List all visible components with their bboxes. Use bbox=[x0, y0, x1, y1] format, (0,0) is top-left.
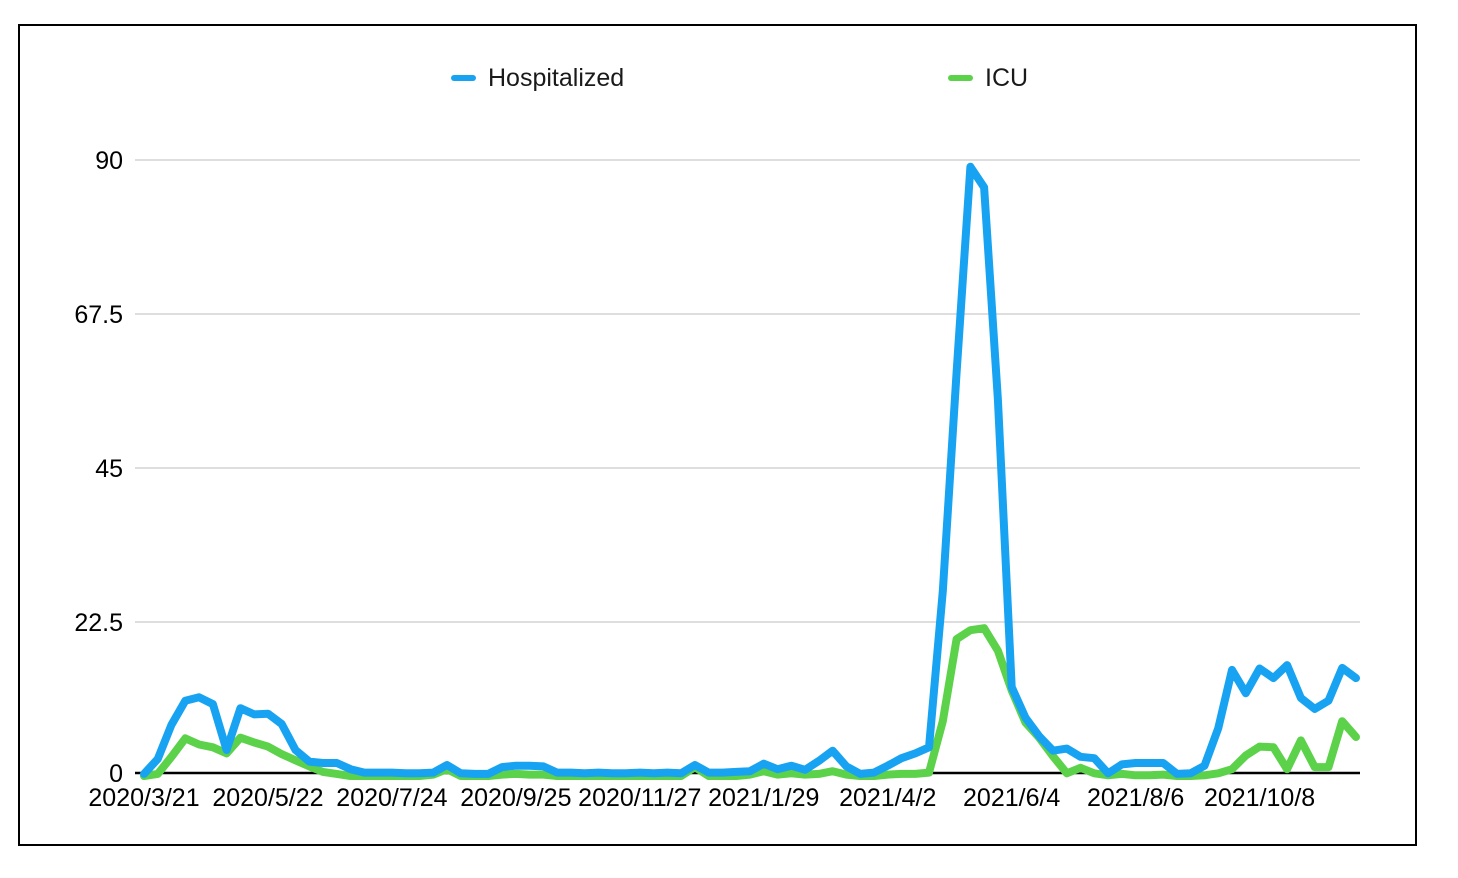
x-tick-label-2020/5/22: 2020/5/22 bbox=[212, 784, 323, 812]
x-tick-label-2020/7/24: 2020/7/24 bbox=[336, 784, 447, 812]
hospitalized-legend-marker bbox=[451, 75, 476, 81]
x-tick-label-2021/1/29: 2021/1/29 bbox=[708, 784, 819, 812]
x-tick-label-2021/10/8: 2021/10/8 bbox=[1204, 784, 1315, 812]
y-tick-label-22.5: 22.5 bbox=[74, 609, 123, 637]
x-tick-label-2020/11/27: 2020/11/27 bbox=[578, 784, 701, 812]
icu-legend-label: ICU bbox=[985, 63, 1029, 92]
icu-line bbox=[140, 624, 1360, 780]
hospitalized-legend-label: Hospitalized bbox=[488, 63, 625, 92]
legend-item-icu[interactable]: ICU bbox=[948, 63, 1028, 93]
x-tick-label-2020/3/21: 2020/3/21 bbox=[88, 784, 199, 812]
hospitalized-line bbox=[140, 162, 1360, 778]
icu-legend-marker bbox=[948, 75, 973, 81]
x-tick-label-2021/6/4: 2021/6/4 bbox=[963, 784, 1060, 812]
x-tick-label-2021/4/2: 2021/4/2 bbox=[839, 784, 936, 812]
legend-item-hospitalized[interactable]: Hospitalized bbox=[451, 63, 624, 93]
y-tick-label-67.5: 67.5 bbox=[74, 301, 123, 329]
x-tick-label-2021/8/6: 2021/8/6 bbox=[1087, 784, 1184, 812]
y-tick-label-45: 45 bbox=[95, 455, 123, 483]
y-tick-label-0: 0 bbox=[109, 760, 123, 788]
y-tick-label-90: 90 bbox=[95, 147, 123, 175]
x-tick-label-2020/9/25: 2020/9/25 bbox=[460, 784, 571, 812]
